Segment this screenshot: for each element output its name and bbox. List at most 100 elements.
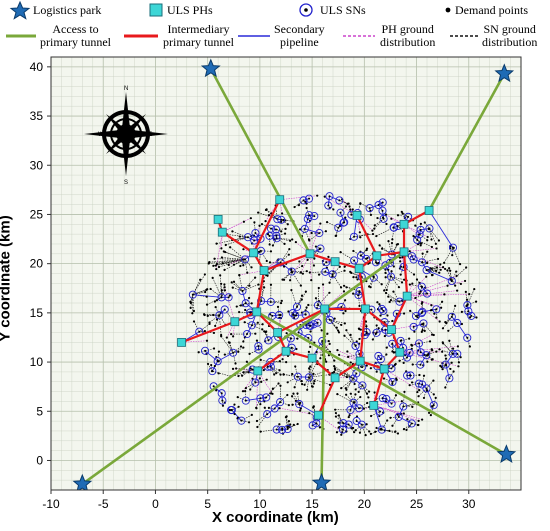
demand-point: [402, 361, 405, 364]
uls-sn: [272, 231, 281, 240]
demand-point: [263, 406, 266, 409]
demand-point: [231, 286, 234, 289]
demand-point: [245, 360, 248, 363]
demand-point: [192, 320, 196, 323]
ground-distribution-line: [409, 383, 419, 386]
demand-point: [250, 413, 253, 416]
demand-point: [289, 279, 292, 282]
demand-point: [347, 355, 350, 358]
demand-point: [396, 243, 400, 246]
demand-point: [318, 426, 321, 429]
demand-point: [321, 283, 325, 286]
ground-distribution-line: [308, 374, 330, 378]
secondary-pipeline: [241, 290, 247, 304]
demand-point: [373, 227, 376, 230]
uls-sn-center: [341, 428, 344, 431]
demand-point: [351, 208, 354, 211]
uls-sn-center: [309, 324, 312, 327]
demand-point: [410, 381, 414, 384]
uls-sn-center: [416, 238, 419, 241]
uls-sn-center: [381, 201, 384, 204]
demand-point: [260, 222, 264, 226]
demand-point: [429, 414, 432, 417]
uls-sn-center: [466, 336, 469, 339]
intermediary-tunnel: [390, 295, 409, 331]
uls-sn: [350, 256, 359, 265]
uls-sn: [291, 311, 300, 320]
demand-point: [387, 268, 390, 271]
uls-sn-center: [390, 402, 393, 405]
ground-distribution-line: [192, 294, 195, 311]
demand-point: [367, 390, 371, 393]
uls-sn-center: [420, 285, 423, 288]
demand-point: [279, 384, 282, 387]
uls-sn: [395, 297, 404, 306]
demand-point: [288, 248, 291, 251]
y-tick-label: 40: [30, 60, 44, 74]
demand-point: [408, 283, 411, 286]
ground-distribution-line: [332, 266, 340, 275]
ground-distribution-line: [287, 376, 299, 383]
demand-point: [434, 396, 437, 400]
ground-distribution-line: [326, 221, 339, 228]
demand-point: [349, 270, 352, 274]
demand-point: [435, 266, 439, 269]
demand-point: [273, 373, 276, 376]
uls-sn: [276, 398, 285, 407]
x-tick-label: 30: [462, 497, 476, 511]
demand-point: [208, 261, 211, 264]
demand-point: [313, 379, 316, 383]
demand-point: [365, 247, 369, 250]
demand-point: [285, 361, 288, 364]
uls-sn: [241, 396, 250, 405]
demand-point: [335, 326, 338, 329]
uls-sn-center: [361, 366, 364, 369]
demand-point: [242, 340, 245, 343]
demand-point: [439, 263, 442, 266]
ground-distribution-line: [340, 251, 355, 261]
demand-point: [431, 333, 434, 336]
demand-point: [336, 393, 339, 396]
uls-sn-center: [253, 239, 256, 242]
demand-point: [269, 313, 272, 316]
uls-sn-center: [410, 422, 413, 425]
ground-distribution-line: [399, 346, 458, 353]
secondary-pipeline: [297, 376, 309, 378]
demand-point: [343, 334, 346, 337]
y-tick-label: 15: [30, 306, 44, 320]
secondary-pipeline: [413, 258, 423, 263]
ground-distribution-line: [224, 352, 234, 355]
uls-sn-center: [281, 428, 284, 431]
uls-sn: [374, 200, 383, 210]
uls-sn-center: [254, 381, 257, 384]
ground-distribution-line: [242, 285, 250, 292]
uls-sn: [227, 405, 236, 415]
secondary-pipeline: [245, 397, 261, 402]
demand-point: [425, 389, 429, 392]
demand-point: [203, 313, 206, 317]
ground-distribution-line: [346, 287, 360, 292]
ground-distribution-line: [445, 378, 450, 388]
ground-distribution-line: [390, 299, 400, 302]
uls-sn: [220, 305, 229, 314]
demand-point: [449, 278, 452, 281]
demand-point: [426, 250, 429, 253]
uls-sn: [463, 333, 472, 342]
x-tick-label: 10: [253, 497, 267, 511]
uls-sn-center: [353, 235, 356, 238]
uls-sn-center: [399, 339, 402, 342]
uls-sn: [396, 336, 405, 345]
uls-sn-center: [316, 304, 319, 307]
uls-ph: [395, 347, 405, 357]
demand-point: [215, 242, 218, 245]
uls-sn-center: [421, 383, 424, 386]
ground-distribution-line: [418, 388, 427, 397]
ground-distribution-line: [250, 382, 256, 390]
ground-distribution-line: [291, 289, 298, 307]
demand-point: [422, 374, 426, 377]
demand-point: [391, 319, 394, 323]
uls-sn-center: [307, 376, 310, 379]
demand-point: [317, 273, 321, 276]
uls-sn-center: [191, 293, 194, 296]
demand-point: [307, 367, 311, 370]
